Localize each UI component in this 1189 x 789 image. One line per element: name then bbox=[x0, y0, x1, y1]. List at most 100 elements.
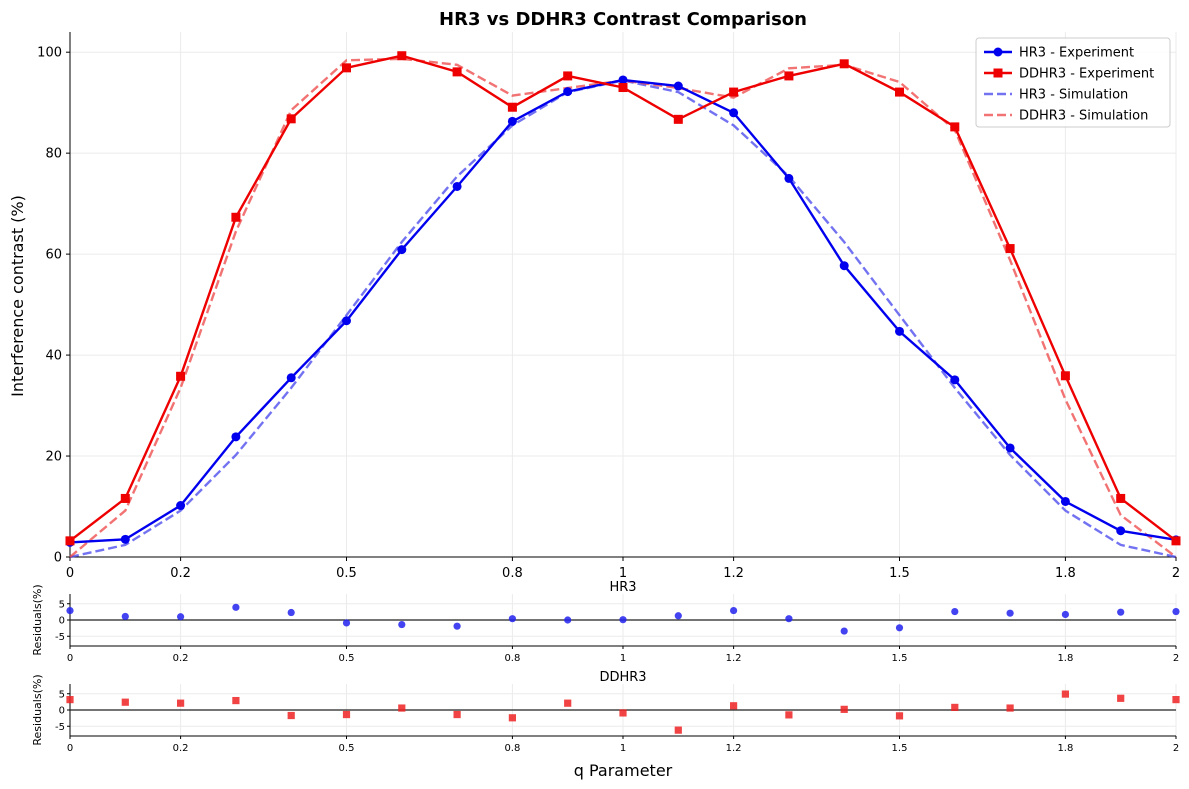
data-point bbox=[1005, 244, 1015, 254]
x-tick-label: 1.2 bbox=[726, 743, 742, 754]
residual-point bbox=[177, 699, 185, 707]
residual-y-label: Residuals(%) bbox=[31, 674, 44, 745]
data-point bbox=[397, 51, 407, 61]
data-point bbox=[120, 534, 130, 544]
x-tick-label: 2 bbox=[1172, 566, 1180, 581]
data-point bbox=[1060, 496, 1070, 506]
data-point bbox=[1171, 536, 1181, 546]
data-point bbox=[839, 59, 849, 69]
x-tick-label: 1.8 bbox=[1057, 743, 1073, 754]
y-tick-label: 5 bbox=[59, 689, 65, 700]
legend-entry: DDHR3 - Experiment bbox=[1019, 67, 1154, 82]
x-tick-label: 1 bbox=[620, 653, 626, 664]
x-tick-label: 2 bbox=[1173, 743, 1179, 754]
x-tick-label: 0 bbox=[67, 743, 73, 754]
x-tick-label: 0.5 bbox=[339, 653, 355, 664]
x-tick-label: 1.2 bbox=[723, 566, 744, 581]
data-point bbox=[286, 114, 296, 124]
data-point bbox=[397, 245, 407, 255]
residual-point bbox=[840, 627, 848, 635]
legend-entry: HR3 - Experiment bbox=[1019, 46, 1134, 61]
series-line-2 bbox=[69, 79, 1177, 559]
data-point bbox=[286, 373, 296, 383]
residual-point bbox=[895, 712, 904, 720]
residual-point bbox=[1061, 690, 1069, 698]
residual-point bbox=[730, 606, 738, 615]
y-tick-label: 80 bbox=[45, 147, 62, 162]
data-point bbox=[784, 71, 794, 81]
x-tick-label: 0.2 bbox=[173, 653, 189, 664]
data-point bbox=[176, 371, 186, 381]
y-tick-label: 0 bbox=[59, 616, 65, 627]
residual-point bbox=[177, 613, 185, 621]
x-tick-label: 1.2 bbox=[726, 653, 742, 664]
residual-point bbox=[398, 704, 406, 712]
residual-point bbox=[232, 696, 240, 705]
x-tick-label: 0.8 bbox=[502, 566, 523, 581]
x-axis-label: q Parameter bbox=[574, 761, 673, 780]
data-point bbox=[176, 501, 186, 511]
residual-point bbox=[287, 608, 295, 617]
residuals-ddhr3-panel: DDHR3 Residuals(%) 0 0.2 0.5 0.8 1 1.2 1.5 1.8 2 -5… bbox=[31, 670, 1180, 754]
y-tick-label: 5 bbox=[59, 599, 65, 610]
x-tick-label: 1 bbox=[619, 566, 627, 581]
residual-point bbox=[1172, 696, 1180, 704]
residual-point bbox=[232, 603, 240, 611]
x-tick-label: 0.5 bbox=[336, 566, 357, 581]
residual-point bbox=[1117, 608, 1125, 616]
residual-point bbox=[66, 606, 74, 615]
data-point bbox=[895, 326, 904, 336]
residual-point bbox=[785, 615, 793, 623]
data-point bbox=[65, 536, 75, 546]
legend-entry: DDHR3 - Simulation bbox=[1019, 109, 1148, 124]
data-point bbox=[452, 181, 462, 191]
y-tick-label: -5 bbox=[55, 722, 65, 733]
y-tick-label: 20 bbox=[45, 450, 62, 465]
x-tick-label: 0.2 bbox=[170, 566, 191, 581]
residual-point bbox=[453, 622, 461, 630]
data-point bbox=[784, 173, 794, 183]
residual-point bbox=[1006, 609, 1014, 617]
data-point bbox=[507, 116, 517, 126]
x-tick-label: 1.5 bbox=[892, 743, 908, 754]
residual-point bbox=[730, 702, 738, 710]
y-tick-label: 100 bbox=[37, 46, 62, 61]
x-tick-label: 0.2 bbox=[173, 743, 189, 754]
legend-marker bbox=[993, 47, 1003, 57]
data-point bbox=[673, 81, 683, 91]
residual-point bbox=[951, 607, 959, 616]
residual-point bbox=[564, 699, 572, 707]
residual-point bbox=[508, 714, 516, 722]
legend: HR3 - Experiment DDHR3 - Experiment HR3 - … bbox=[975, 37, 1171, 128]
data-point bbox=[342, 63, 351, 73]
residual-point bbox=[1117, 694, 1125, 702]
data-point bbox=[950, 122, 960, 132]
chart-title: HR3 vs DDHR3 Contrast Comparison bbox=[439, 9, 807, 30]
y-tick-label: 60 bbox=[45, 248, 62, 263]
legend-marker bbox=[993, 68, 1003, 78]
residual-point bbox=[785, 711, 793, 719]
residual-panel-title: DDHR3 bbox=[599, 670, 646, 685]
residual-point bbox=[508, 615, 516, 623]
y-axis-label: Interference contrast (%) bbox=[8, 195, 27, 397]
residual-point bbox=[66, 696, 74, 704]
residual-point bbox=[951, 703, 959, 711]
data-point bbox=[895, 87, 904, 97]
residual-point bbox=[121, 698, 129, 706]
data-point bbox=[342, 316, 351, 326]
x-tick-label: 1.8 bbox=[1055, 566, 1076, 581]
data-point bbox=[231, 432, 241, 442]
y-tick-label: 0 bbox=[59, 706, 65, 717]
data-point bbox=[120, 493, 130, 503]
data-point bbox=[618, 83, 628, 93]
residual-point bbox=[1006, 704, 1014, 712]
residual-point bbox=[674, 612, 682, 620]
residual-point bbox=[1172, 607, 1180, 616]
residual-point bbox=[398, 620, 406, 629]
data-point bbox=[729, 87, 739, 97]
residual-point bbox=[619, 709, 627, 717]
x-tick-label: 0 bbox=[66, 566, 74, 581]
residual-point bbox=[619, 616, 627, 624]
data-point bbox=[563, 71, 573, 81]
